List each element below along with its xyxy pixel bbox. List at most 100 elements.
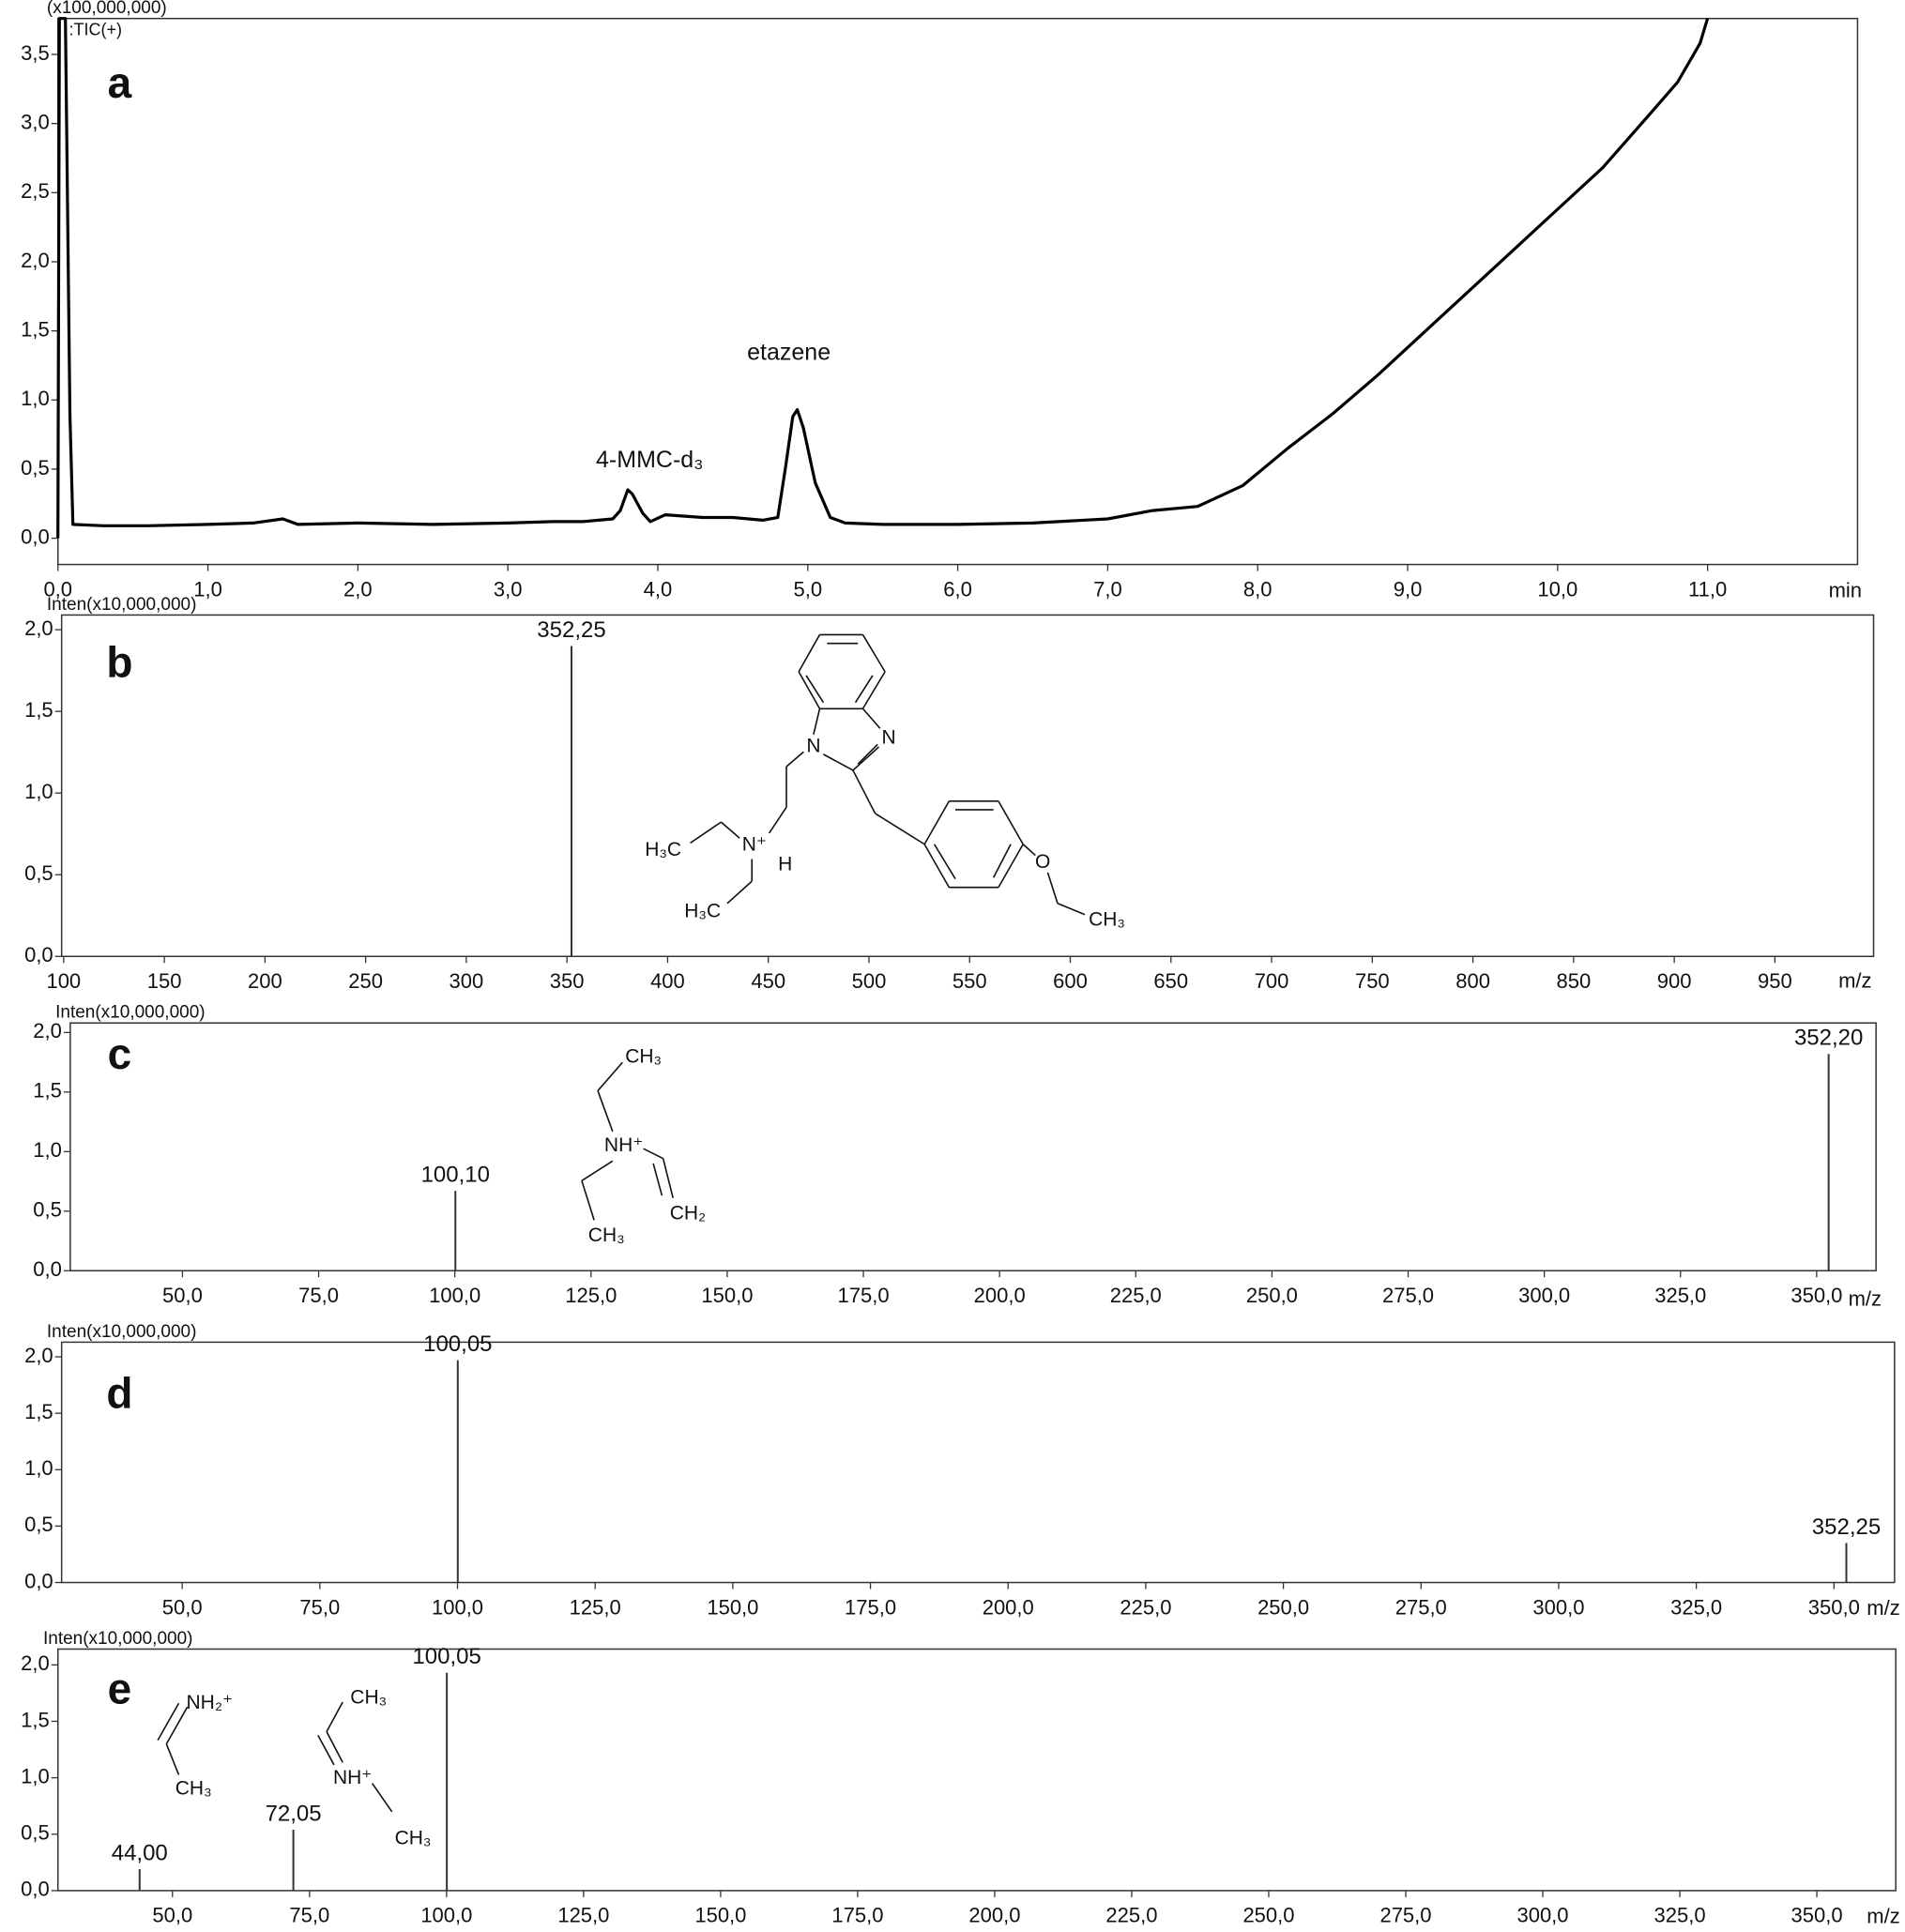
x-tick-label: 200	[248, 969, 282, 993]
structure-bond	[372, 1783, 393, 1813]
y-tick-label: 1,0	[24, 780, 53, 803]
x-tick-label: 300,0	[1532, 1595, 1584, 1619]
x-tick-label: 75,0	[289, 1904, 329, 1927]
structure-atom-label: CH₃	[625, 1046, 662, 1068]
structure-bond	[861, 707, 881, 729]
structure-bond	[875, 813, 925, 845]
structure-bond	[662, 1158, 674, 1198]
structure-atom-label: N⁺	[742, 834, 767, 856]
x-tick-label: 8,0	[1243, 577, 1273, 601]
x-tick-label: 350,0	[1808, 1595, 1860, 1619]
y-tick-label: 1,0	[33, 1138, 62, 1162]
x-tick-label: 50,0	[162, 1595, 203, 1619]
x-tick-label: 250,0	[1257, 1595, 1309, 1619]
y-tick-label: 2,0	[24, 616, 53, 640]
x-tick-label: 125,0	[570, 1595, 621, 1619]
x-tick-label: 150,0	[707, 1595, 758, 1619]
structure-atom-label: NH₂⁺	[187, 1692, 234, 1713]
structure-bond	[1057, 903, 1086, 916]
x-tick-label: 9,0	[1394, 577, 1423, 601]
x-tick-label: 325,0	[1654, 1904, 1706, 1927]
peak-label: 100,10	[421, 1163, 490, 1188]
x-tick-label: 300	[450, 969, 484, 993]
x-tick-label: 275,0	[1395, 1595, 1447, 1619]
y-tick-label: 3,0	[21, 110, 50, 133]
x-tick-label: 700	[1255, 969, 1289, 993]
structure-bond	[813, 708, 821, 736]
x-tick-label: 350	[550, 969, 585, 993]
y-tick-label: 0,0	[33, 1257, 62, 1281]
peak-label: 352,25	[1812, 1514, 1881, 1540]
y-tick-label: 1,0	[21, 1764, 50, 1787]
x-tick-label: 850	[1556, 969, 1591, 993]
panel-label: b	[106, 637, 132, 686]
structure-atom-label: NH⁺	[604, 1134, 643, 1156]
x-tick-label: 225,0	[1110, 1284, 1162, 1307]
structure-bond	[852, 769, 876, 814]
structure-atom-label: H	[778, 854, 792, 875]
x-tick-label: 300,0	[1518, 1284, 1570, 1307]
structure-atom-label: N	[806, 736, 820, 757]
structure-atom-label: CH₂	[670, 1202, 706, 1224]
x-axis-label: m/z	[1838, 969, 1871, 993]
trace-label: :TIC(+)	[69, 21, 123, 39]
x-tick-label: 6,0	[943, 577, 972, 601]
x-axis-label: m/z	[1849, 1287, 1882, 1311]
y-tick-label: 0,0	[21, 1878, 50, 1901]
y-tick-label: 1,0	[21, 387, 50, 410]
peak-label: 352,25	[537, 617, 605, 643]
structure-bond	[852, 746, 880, 771]
panel-label: a	[108, 58, 132, 107]
structure-bond	[1022, 844, 1036, 857]
x-tick-label: 225,0	[1105, 1904, 1157, 1927]
x-tick-label: 250,0	[1246, 1284, 1298, 1307]
structure-bond	[317, 1735, 335, 1766]
x-tick-label: 10,0	[1537, 577, 1577, 601]
x-tick-label: 200,0	[968, 1904, 1020, 1927]
x-tick-label: 150	[147, 969, 182, 993]
y-tick-label: 0,5	[33, 1198, 62, 1222]
plot-frame	[69, 1022, 1877, 1271]
structure-bond	[923, 844, 951, 889]
y-axis-label: Inten(x10,000,000)	[43, 1629, 193, 1649]
x-tick-label: 175,0	[831, 1904, 883, 1927]
structure-bond	[165, 1706, 189, 1744]
structure-atom-label: NH⁺	[333, 1767, 372, 1788]
x-tick-label: 250	[348, 969, 383, 993]
peak-annotation: etazene	[747, 340, 831, 366]
structure-bond	[643, 1148, 664, 1160]
structure-bond	[326, 1701, 343, 1732]
x-tick-label: 200,0	[983, 1595, 1034, 1619]
y-tick-label: 0,5	[24, 1513, 53, 1536]
structure-bond	[857, 743, 878, 765]
x-axis-label: min	[1829, 578, 1862, 601]
x-tick-label: 950	[1758, 969, 1792, 993]
structure-atom-label: CH₃	[1089, 909, 1125, 931]
structure-bond	[933, 844, 956, 879]
x-tick-label: 100,0	[420, 1904, 472, 1927]
structure-bond	[861, 671, 886, 709]
x-tick-label: 750	[1355, 969, 1390, 993]
structure-atom-label: N	[881, 726, 895, 748]
plot-frame	[60, 1341, 1896, 1584]
y-tick-label: 0,5	[24, 861, 53, 885]
x-tick-label: 200,0	[974, 1284, 1026, 1307]
x-tick-label: 11,0	[1688, 577, 1727, 601]
y-tick-label: 1,5	[21, 317, 50, 341]
x-tick-label: 100	[46, 969, 81, 993]
x-tick-label: 450	[751, 969, 785, 993]
x-axis-label: m/z	[1867, 1905, 1899, 1928]
x-tick-label: 2,0	[343, 577, 373, 601]
peak-label: 100,05	[412, 1644, 480, 1669]
x-tick-label: 50,0	[162, 1284, 203, 1307]
structure-bond	[157, 1702, 180, 1742]
x-tick-label: 600	[1053, 969, 1088, 993]
structure-bond	[581, 1180, 595, 1221]
x-tick-label: 7,0	[1093, 577, 1122, 601]
y-axis-label: Inten(x10,000,000)	[47, 1322, 197, 1342]
x-tick-label: 550	[952, 969, 987, 993]
structure-bond	[652, 1163, 663, 1196]
structure-atom-label: H₃C	[684, 901, 721, 922]
structure-bond	[690, 821, 722, 844]
